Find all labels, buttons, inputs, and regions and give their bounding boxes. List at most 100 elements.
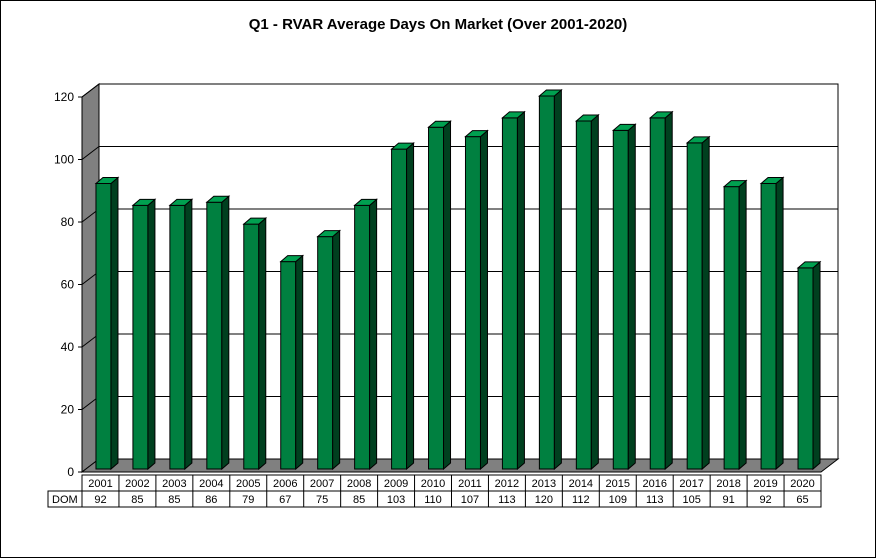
bar bbox=[279, 254, 305, 471]
bar bbox=[722, 179, 748, 471]
bar-top bbox=[538, 89, 563, 97]
bar-side bbox=[332, 229, 341, 471]
bar-side bbox=[664, 110, 673, 471]
bar-top bbox=[685, 136, 711, 144]
x-category-label: 2017 bbox=[679, 478, 703, 490]
table-value: 86 bbox=[205, 494, 217, 506]
bar-front bbox=[132, 204, 149, 470]
bar-side bbox=[775, 176, 784, 471]
y-tick-label: 80 bbox=[61, 215, 75, 229]
bar-side bbox=[443, 120, 452, 471]
bar bbox=[242, 217, 268, 471]
bar bbox=[427, 120, 452, 471]
bar-side bbox=[479, 129, 488, 471]
bar-top bbox=[205, 195, 231, 203]
table-value: 92 bbox=[94, 494, 106, 506]
bar-front bbox=[243, 223, 260, 470]
y-axis: 0 20 40 60 80 100 120 bbox=[54, 90, 83, 479]
bar-top bbox=[316, 230, 342, 238]
bar bbox=[796, 260, 822, 471]
bar-side bbox=[701, 135, 710, 471]
bar-front bbox=[723, 186, 740, 470]
x-category-label: 2009 bbox=[384, 478, 408, 490]
x-category-label: 2005 bbox=[236, 478, 260, 490]
table-value: 109 bbox=[609, 494, 627, 506]
table-value: 65 bbox=[796, 494, 808, 506]
bar-side bbox=[516, 110, 525, 471]
bar-front bbox=[428, 126, 445, 470]
x-category-label: 2010 bbox=[421, 478, 445, 490]
bar bbox=[94, 176, 120, 471]
table-value: 103 bbox=[387, 494, 405, 506]
gridline-side bbox=[81, 83, 100, 98]
bar-front bbox=[501, 117, 518, 470]
bar-top bbox=[427, 120, 452, 128]
x-category-label: 2002 bbox=[125, 478, 149, 490]
bar-front bbox=[649, 117, 666, 470]
bar-front bbox=[391, 148, 408, 470]
x-category-label: 2019 bbox=[753, 478, 777, 490]
table-value: 112 bbox=[572, 494, 590, 506]
bar bbox=[316, 229, 342, 471]
bar bbox=[131, 198, 157, 471]
bar bbox=[464, 129, 489, 471]
y-tick-label: 20 bbox=[61, 403, 75, 417]
bar-side bbox=[627, 123, 636, 471]
bar-side bbox=[221, 195, 230, 471]
bar-front bbox=[354, 204, 371, 470]
bar bbox=[759, 176, 785, 471]
bar-top bbox=[353, 198, 378, 206]
bar bbox=[574, 113, 600, 471]
bar-front bbox=[575, 120, 592, 470]
bar-front bbox=[95, 183, 112, 470]
bar-front bbox=[612, 129, 629, 470]
bar-top bbox=[574, 114, 600, 122]
x-category-label: 2007 bbox=[310, 478, 334, 490]
table-series-label: DOM bbox=[52, 494, 78, 506]
bar-front bbox=[686, 142, 703, 470]
x-category-label: 2008 bbox=[347, 478, 371, 490]
x-category-label: 2015 bbox=[606, 478, 630, 490]
bar-front bbox=[760, 183, 777, 470]
x-category-label: 2004 bbox=[199, 478, 223, 490]
table-value: 91 bbox=[723, 494, 735, 506]
gridline-side bbox=[81, 146, 100, 160]
bar bbox=[353, 198, 378, 471]
bar-top bbox=[611, 123, 637, 131]
bar-top bbox=[722, 180, 748, 188]
x-category-label: 2006 bbox=[273, 478, 297, 490]
bar-side bbox=[553, 88, 562, 471]
bar bbox=[390, 142, 415, 471]
table-value: 79 bbox=[242, 494, 254, 506]
bar-top bbox=[131, 198, 157, 206]
y-tick-label: 120 bbox=[54, 90, 74, 104]
bar-side bbox=[295, 254, 304, 471]
bar-side bbox=[147, 198, 156, 471]
bar-side bbox=[110, 176, 119, 471]
bar-side bbox=[590, 113, 599, 471]
x-category-label: 2014 bbox=[569, 478, 593, 490]
bar-front bbox=[280, 261, 297, 470]
bar-top bbox=[279, 255, 305, 263]
bar-side bbox=[812, 260, 821, 471]
bar bbox=[168, 198, 194, 471]
bar-front bbox=[464, 136, 481, 470]
table-value: 120 bbox=[535, 494, 553, 506]
bar-side bbox=[406, 142, 415, 471]
bar-top bbox=[796, 261, 822, 269]
table-value: 107 bbox=[461, 494, 479, 506]
y-tick-label: 100 bbox=[54, 153, 74, 167]
table-value: 113 bbox=[646, 494, 664, 506]
data-table: DOM 2001 92 2002 85 2003 85 2004 86 2005 79 2006 67 2… bbox=[47, 474, 822, 508]
x-category-label: 2003 bbox=[162, 478, 186, 490]
bar-top bbox=[390, 142, 415, 150]
bar-front bbox=[797, 267, 814, 470]
bar bbox=[685, 135, 711, 471]
bar-side bbox=[369, 198, 378, 471]
bar bbox=[611, 123, 637, 471]
bar-side bbox=[258, 217, 267, 471]
bar-front bbox=[169, 204, 186, 470]
x-category-label: 2018 bbox=[716, 478, 740, 490]
table-value: 85 bbox=[353, 494, 365, 506]
